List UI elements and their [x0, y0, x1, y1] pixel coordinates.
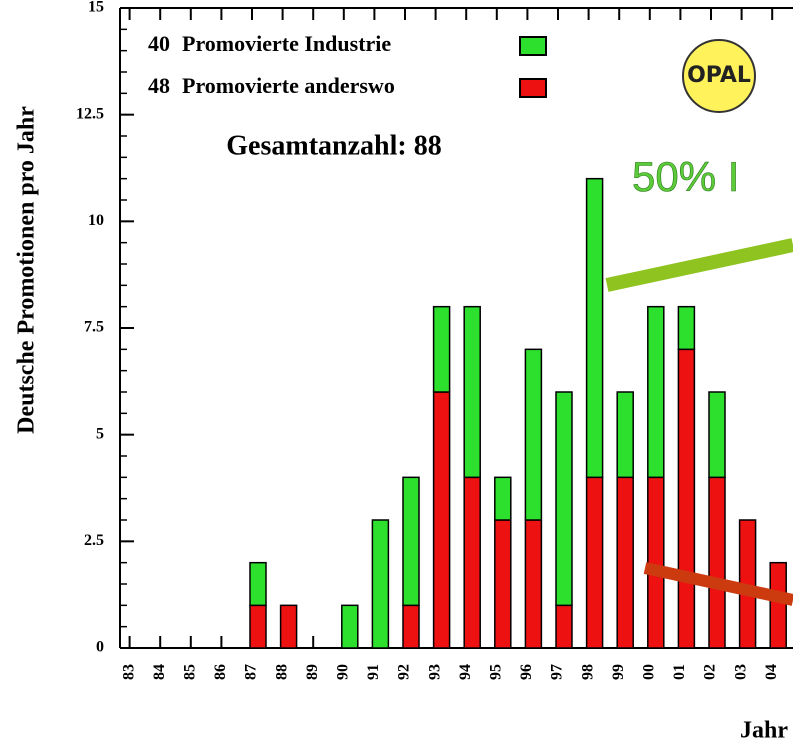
red-arrow [643, 562, 793, 606]
legend: 40 Promovierte Industrie 48 Promovierte and… [148, 31, 547, 98]
green-arrow [605, 238, 793, 292]
bar-segment [555, 604, 573, 649]
x-tick-label: 91 [365, 664, 382, 680]
x-tick-label: 02 [702, 664, 719, 680]
bar-segment [249, 561, 267, 607]
x-tick-label: 93 [426, 664, 443, 680]
bar-segment [708, 476, 726, 649]
y-tick-label: 15 [88, 0, 104, 16]
bar-segment [341, 604, 359, 649]
bar-segment [463, 476, 481, 649]
bar-segment [402, 476, 420, 607]
y-tick-label: 12.5 [76, 105, 104, 122]
annotation: 50% I [632, 153, 739, 200]
bar-segment [677, 348, 696, 649]
bar-segment [432, 305, 451, 393]
bar-segment [249, 604, 267, 649]
y-tick-label: 2.5 [84, 532, 104, 549]
x-tick-label: 85 [181, 664, 198, 680]
bar-segment [677, 305, 696, 351]
x-tick-label: 94 [457, 664, 474, 680]
x-tick-label: 88 [273, 664, 290, 680]
bar-segment [432, 391, 451, 649]
y-tick-label: 7.5 [84, 319, 104, 336]
x-tick-label: 99 [610, 664, 627, 680]
legend-swatch [519, 78, 547, 98]
legend-swatch [519, 36, 547, 56]
x-tick-label: 04 [763, 664, 780, 680]
y-tick-label: 10 [88, 212, 104, 229]
bar-segment [585, 476, 604, 649]
y-tick-label: 5 [96, 425, 104, 442]
x-tick-label: 90 [334, 664, 351, 680]
bar-segment [494, 476, 512, 521]
bar-segment [402, 604, 420, 649]
x-tick-label: 84 [151, 664, 168, 680]
x-tick-label: 01 [671, 664, 688, 680]
bar-segment [616, 391, 634, 479]
bar-segment [494, 519, 512, 649]
bar-segment [279, 604, 298, 649]
x-tick-label: 00 [640, 664, 657, 680]
x-axis-label: Jahr [740, 718, 788, 744]
logo-text: OPAL [687, 63, 751, 88]
legend-label: Promovierte Industrie [182, 31, 391, 56]
x-tick-label: 95 [487, 664, 504, 680]
logo [682, 39, 756, 113]
y-axis-label: Deutsche Promotionen pro Jahr [14, 106, 40, 434]
bar-segment [524, 348, 543, 521]
y-tick-label: 0 [96, 639, 104, 656]
bar-segment [708, 391, 726, 479]
x-tick-label: 83 [120, 664, 137, 680]
total-label: Gesamtanzahl: 88 [226, 130, 441, 161]
x-tick-label: 87 [243, 664, 260, 680]
plot: 0 2.5 5 7.5 10 12.5 15 83 84 85 86 87 88 89 90 91 92 93 94… [76, 0, 787, 680]
bar-segment [371, 519, 390, 649]
legend-label: Promovierte anderswo [182, 73, 395, 98]
bar-segment [647, 305, 665, 479]
bar-segment [616, 476, 634, 649]
x-tick-label: 97 [549, 664, 566, 680]
x-tick-label: 03 [732, 664, 749, 680]
x-tick-label: 89 [304, 664, 321, 680]
bar-segment [769, 561, 787, 649]
bar-segment [647, 476, 665, 649]
x-tick-label: 96 [518, 664, 535, 680]
legend-count: 40 [148, 31, 170, 56]
bar-segment [524, 519, 543, 649]
x-tick-label: 86 [212, 664, 229, 680]
bar-segment [555, 391, 573, 607]
x-tick-label: 92 [396, 664, 413, 680]
x-tick-label: 98 [579, 664, 596, 680]
legend-count: 48 [148, 73, 170, 98]
bar-segment [585, 177, 604, 479]
bar-segment [463, 305, 481, 479]
